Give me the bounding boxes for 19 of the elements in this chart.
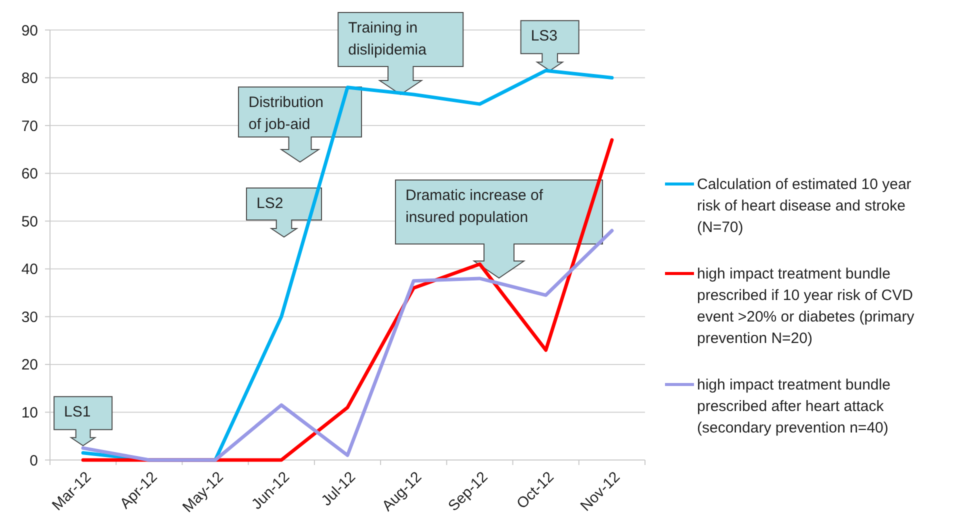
annotation: LS2 [256, 195, 284, 212]
y-tick-label: 20 [21, 356, 38, 374]
legend-label: high impact treatment bundle prescribed if 10 year risk of CVD event >20% or diabetes (primary prevention N=20) [697, 266, 915, 347]
legend-label: Calculation of estimated 10 year risk of heart disease and stroke (N=70) [697, 176, 912, 236]
annotation: Distribution of job-aid [248, 94, 324, 133]
legend-label: high impact treatment bundle prescribed after heart attack (secondary prevention n=40) [697, 376, 890, 436]
annotation: Dramatic increase of insured population [406, 187, 544, 226]
y-tick-label: 50 [21, 213, 38, 230]
y-tick-label: 40 [21, 261, 38, 278]
y-tick-label: 80 [21, 70, 38, 88]
y-tick-label: 0 [30, 452, 38, 470]
annotation: Training in dislipidemia [348, 20, 428, 58]
y-tick-label: 70 [21, 118, 38, 135]
y-tick-label: 90 [21, 22, 38, 40]
annotation: LS3 [530, 28, 558, 45]
y-tick-label: 10 [21, 404, 38, 422]
y-tick-label: 30 [21, 308, 38, 326]
y-tick-label: 60 [21, 166, 38, 183]
annotation: LS1 [64, 404, 91, 421]
